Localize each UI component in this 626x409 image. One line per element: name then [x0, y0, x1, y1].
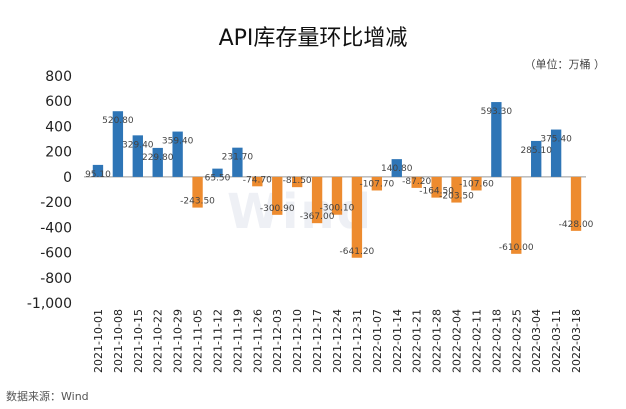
bar	[531, 140, 542, 177]
data-label: -428.00	[559, 220, 594, 230]
data-label: -243.50	[180, 197, 215, 207]
data-label: -107.60	[459, 179, 494, 189]
y-tick-label: -1,000	[27, 296, 72, 312]
data-label: 285.10	[520, 146, 552, 156]
x-tick-label: 2021-12-31	[351, 309, 364, 373]
y-tick-label: -200	[40, 195, 72, 211]
x-tick-label: 2021-12-03	[271, 309, 284, 373]
x-tick-label: 2022-01-21	[411, 309, 424, 373]
data-label: 65.50	[205, 174, 231, 184]
y-tick-label: 200	[45, 145, 72, 161]
chart-title: API库存量环比增减	[219, 26, 408, 51]
y-axis: 800 600 400 200 0 -200 -400 -600 -800 -1,000	[27, 69, 72, 312]
x-tick-label: 2022-03-04	[530, 309, 543, 373]
bar	[112, 111, 124, 177]
y-tick-label: 400	[45, 119, 72, 135]
y-tick-label: -400	[40, 220, 72, 236]
bar	[132, 135, 143, 177]
bar	[411, 176, 422, 188]
data-label: -87.20	[402, 177, 431, 187]
data-label: -203.50	[439, 192, 474, 202]
y-tick-label: 600	[45, 94, 72, 110]
x-tick-label: 2021-11-12	[211, 309, 224, 373]
x-tick-label: 2021-12-10	[291, 309, 304, 373]
data-label: -74.70	[243, 175, 272, 185]
data-label: -300.90	[260, 204, 295, 214]
data-label: -164.50	[419, 187, 454, 197]
bar	[570, 176, 582, 231]
data-label: 329.40	[122, 140, 154, 150]
data-label: 231.70	[222, 153, 254, 163]
x-tick-label: 2021-10-08	[112, 309, 125, 373]
bar	[291, 176, 303, 188]
bar	[232, 147, 243, 177]
x-tick-label: 2021-12-17	[311, 309, 324, 373]
bar	[192, 176, 203, 208]
bar	[491, 102, 502, 177]
bar	[252, 176, 263, 187]
y-tick-label: -600	[40, 246, 72, 262]
x-tick-label: 2022-01-28	[431, 309, 444, 373]
x-tick-label: 2021-10-22	[152, 309, 165, 373]
data-label: 140.80	[381, 164, 413, 174]
data-label: -300.10	[320, 204, 355, 214]
data-label: -81.50	[283, 176, 312, 186]
bar	[451, 176, 462, 203]
x-tick-label: 2022-02-11	[470, 309, 483, 373]
data-label: 95.10	[85, 170, 111, 180]
x-tick-label: 2022-02-18	[490, 309, 503, 373]
x-tick-label: 2021-10-01	[92, 309, 105, 373]
y-tick-label: 800	[45, 69, 72, 85]
data-label: 229.80	[142, 153, 174, 163]
x-tick-label: 2022-01-14	[391, 309, 404, 373]
x-tick-label: 2022-03-18	[570, 309, 583, 373]
bar	[212, 168, 223, 177]
bar	[152, 147, 163, 177]
data-label: -641.20	[340, 247, 375, 257]
x-axis: 2021-10-01 2021-10-08 2021-10-15 2021-10-22…	[92, 309, 583, 373]
data-label: -367.00	[300, 212, 335, 222]
bar	[471, 176, 482, 191]
bar-series	[92, 102, 582, 258]
watermark-text: Wind	[227, 184, 373, 240]
data-label: -610.00	[499, 243, 534, 253]
bar	[331, 176, 343, 215]
x-tick-label: 2022-02-04	[451, 309, 464, 373]
x-tick-label: 2021-11-05	[192, 309, 205, 373]
x-tick-label: 2021-10-29	[172, 309, 185, 373]
x-tick-label: 2021-11-26	[251, 309, 264, 373]
bar	[92, 164, 104, 177]
bar	[172, 131, 183, 177]
bar	[550, 129, 562, 177]
bar	[272, 176, 283, 215]
data-label: 520.80	[102, 116, 134, 126]
bar	[391, 159, 402, 177]
x-tick-label: 2022-01-07	[371, 309, 384, 373]
x-tick-label: 2021-10-15	[132, 309, 145, 373]
bar	[371, 176, 383, 191]
data-label: 359.40	[162, 137, 194, 147]
source-note: 数据来源：Wind	[6, 389, 89, 403]
x-tick-label: 2022-02-25	[510, 309, 523, 373]
unit-label: （单位：万桶 ）	[525, 57, 606, 71]
data-label: -107.70	[359, 179, 394, 189]
bar	[431, 176, 442, 198]
x-tick-label: 2021-11-19	[231, 309, 244, 373]
bar	[351, 176, 363, 258]
y-tick-label: -800	[40, 271, 72, 287]
x-tick-label: 2022-03-11	[550, 309, 563, 373]
x-tick-label: 2021-12-24	[331, 309, 344, 373]
y-tick-label: 0	[63, 170, 72, 186]
data-label: 593.30	[481, 107, 513, 117]
bar	[511, 176, 522, 254]
data-label: 375.40	[540, 135, 572, 145]
bar	[311, 176, 323, 224]
data-labels: 95.10 520.80 329.40 229.80 359.40 -243.50 65.5…	[85, 107, 594, 257]
